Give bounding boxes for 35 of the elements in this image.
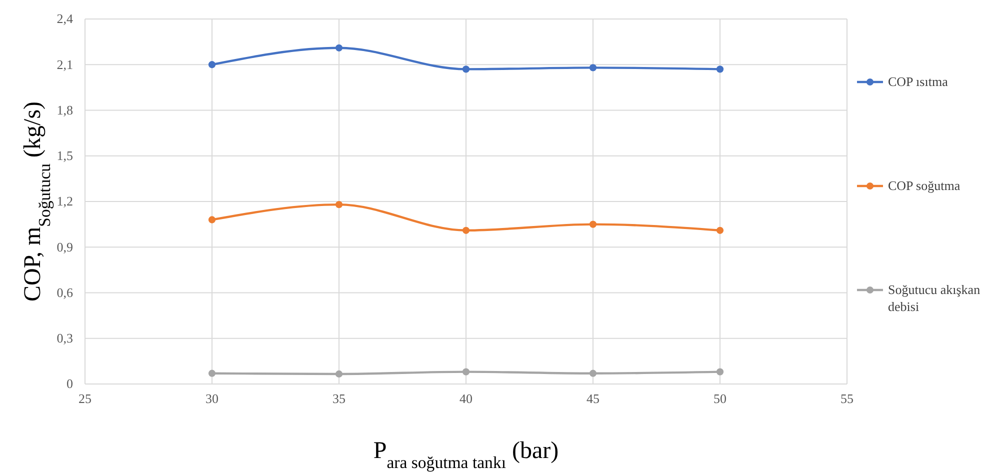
legend-label: COP soğutma: [888, 178, 960, 193]
y-tick-label: 1,2: [56, 194, 73, 209]
point: [589, 370, 597, 377]
x-tick-label: 30: [206, 391, 218, 406]
point: [208, 61, 216, 68]
x-tick-label: 45: [586, 391, 600, 406]
point: [716, 226, 724, 234]
y-tick-label: 1,5: [56, 148, 73, 164]
point: [589, 220, 597, 228]
point: [335, 370, 343, 378]
x-tick-label: 40: [460, 391, 472, 406]
y-tick-label: 1,8: [56, 102, 73, 118]
point: [335, 44, 343, 52]
point: [335, 200, 343, 208]
point: [716, 66, 724, 73]
y-tick-label: 0: [66, 376, 73, 392]
point: [462, 226, 470, 234]
y-tick-label: 0,6: [56, 284, 74, 300]
legend-label: Soğutucu akışkan debisi: [888, 282, 981, 314]
point: [462, 66, 470, 73]
point: [208, 370, 216, 377]
y-tick-label: 2,1: [56, 56, 73, 72]
point: [462, 368, 470, 376]
point: [208, 216, 216, 224]
y-tick-label: 0,3: [56, 330, 73, 346]
point: [589, 64, 597, 72]
x-tick-label: 25: [78, 391, 92, 406]
y-tick-label: 0,9: [56, 239, 73, 254]
x-tick-label: 55: [840, 391, 854, 406]
y-tick-label: 2,4: [56, 11, 74, 26]
x-tick-label: 50: [714, 391, 726, 406]
legend-label: COP ısıtma: [888, 74, 948, 89]
x-tick-label: 35: [332, 391, 346, 406]
point: [716, 368, 724, 376]
x-axis-title: P$_{ara soğutma tankı}$ (bar): [373, 438, 559, 472]
